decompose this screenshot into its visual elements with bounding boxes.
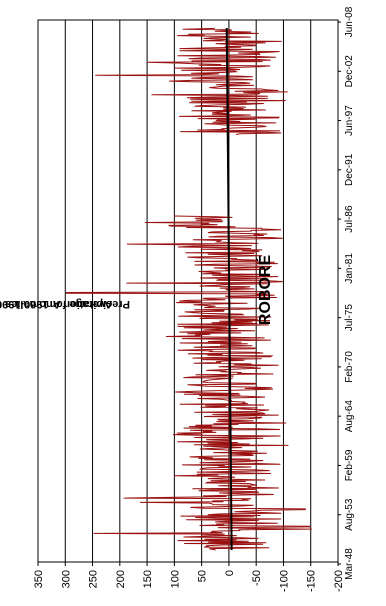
series-trend (225, 27, 233, 551)
x-tick-label: Feb-59 (344, 449, 355, 481)
y-tick-label: 150 (142, 570, 154, 588)
x-tick-label: Jul-86 (344, 205, 355, 233)
chart-title: ROBORÉ (255, 255, 274, 326)
y-axis-label-line1: Precipitation Anomalies compared to (0, 298, 130, 310)
anomaly-line-segment-0 (65, 215, 312, 551)
x-tick-label: Jan-81 (344, 253, 355, 284)
y-tick-label: 300 (60, 570, 72, 588)
x-tick-label: Jun-97 (344, 105, 355, 136)
plot-area-frame (37, 19, 339, 563)
y-tick-label: -100 (278, 570, 290, 592)
series-anomalies (65, 27, 312, 551)
x-tick-label: Mar-48 (344, 548, 355, 580)
y-tick-label: -200 (333, 570, 345, 592)
y-axis-label-line2: Average for 1960-1990 (millimeters) (0, 298, 112, 310)
y-tick-label: 200 (115, 570, 127, 588)
y-tick-label: 50 (197, 570, 209, 582)
y-tick-label: 250 (88, 570, 100, 588)
anomaly-line-segment-1 (95, 27, 288, 135)
x-axis-tick-labels: Mar-48 Aug-53 Feb-59 Aug-64 Feb-70 Jul-75 Jan-… (338, 6, 355, 580)
y-tick-label: 350 (33, 570, 45, 588)
trend-line (225, 27, 233, 551)
x-tick-label: Dec-91 (344, 153, 355, 186)
x-tick-label: Dec-02 (344, 55, 355, 88)
y-tick-label: -50 (251, 570, 263, 586)
x-tick-label: Feb-70 (344, 351, 355, 383)
x-tick-label: Aug-64 (344, 400, 355, 433)
y-axis-tick-labels: 350 300 250 200 150 100 50 0 -50 -100 -150 -200 (33, 570, 345, 592)
y-tick-label: -150 (306, 570, 318, 592)
x-tick-label: Jul-75 (344, 304, 355, 332)
y-tick-label: 100 (169, 570, 181, 588)
x-tick-label: Aug-53 (344, 498, 355, 531)
y-tick-label: 0 (224, 570, 236, 576)
x-tick-label: Jun-08 (344, 6, 355, 37)
